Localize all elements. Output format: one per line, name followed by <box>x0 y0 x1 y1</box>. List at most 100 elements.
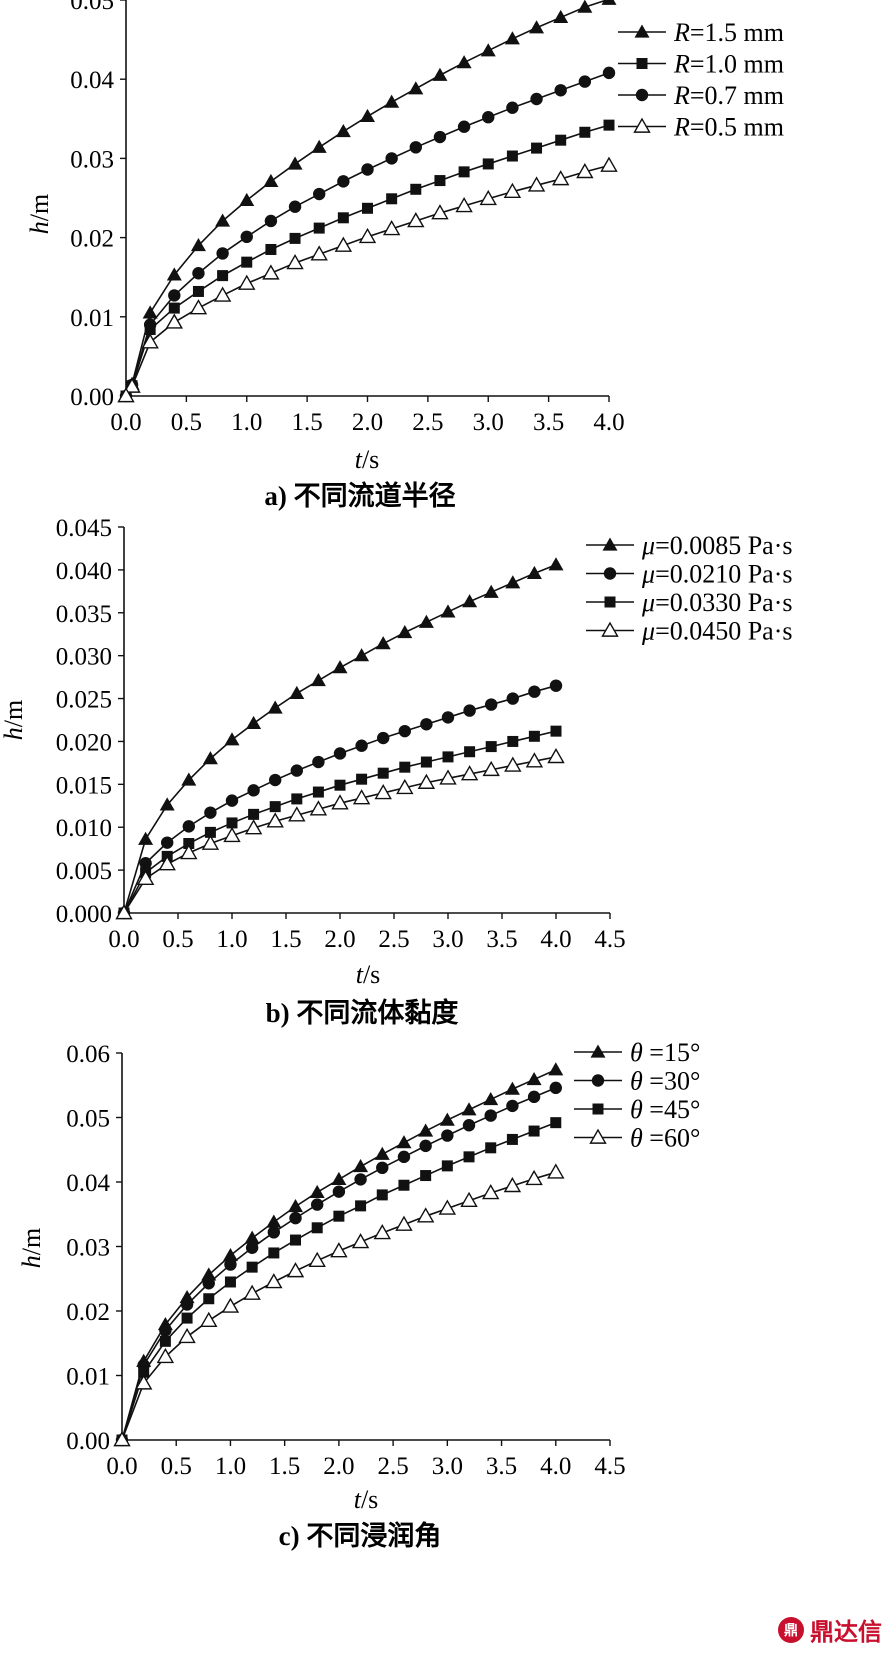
data-point <box>385 152 398 165</box>
y-axis-label: h/m <box>17 1228 46 1268</box>
data-point <box>141 333 159 349</box>
y-tick-label: 0.02 <box>66 1299 110 1326</box>
data-point <box>373 1224 391 1240</box>
series-4 <box>115 747 565 920</box>
legend-label: R=1.0 mm <box>673 50 784 79</box>
data-point <box>311 1222 323 1234</box>
data-point <box>334 779 346 791</box>
data-point <box>375 636 391 650</box>
data-point <box>485 698 498 711</box>
legend-marker-icon <box>635 88 649 102</box>
data-point <box>289 232 301 244</box>
y-tick-label: 0.000 <box>56 901 112 928</box>
data-point <box>506 150 518 162</box>
x-tick-label: 1.0 <box>231 409 262 436</box>
y-tick-label: 0.04 <box>66 1170 110 1197</box>
data-point <box>480 43 496 57</box>
data-point <box>525 1169 543 1186</box>
x-tick-label: 1.5 <box>269 1453 300 1480</box>
data-point <box>246 715 262 730</box>
data-point <box>550 725 562 737</box>
data-point <box>416 1207 435 1223</box>
series-line <box>123 563 557 914</box>
data-point <box>331 794 349 810</box>
data-point <box>180 844 198 860</box>
data-point <box>310 673 326 687</box>
x-tick-label: 4.0 <box>540 1453 571 1480</box>
data-point <box>165 313 184 329</box>
data-point <box>482 158 494 170</box>
y-tick-label: 0.030 <box>56 644 112 671</box>
x-tick-label: 4.5 <box>594 926 625 953</box>
data-point <box>245 1241 259 1254</box>
data-point <box>139 857 152 870</box>
data-point <box>485 1142 497 1154</box>
legend-entry-3: θ =45° <box>574 1095 700 1124</box>
y-tick-label: 0.05 <box>70 0 114 15</box>
legend-var: R <box>673 18 690 47</box>
y-tick-label: 0.035 <box>56 601 112 628</box>
data-point <box>246 1261 258 1273</box>
data-point <box>602 66 616 80</box>
legend-label: μ=0.0085 Pa·s <box>641 531 793 560</box>
y-axis-var: h <box>25 221 54 234</box>
data-point <box>384 94 400 108</box>
data-point <box>266 812 284 828</box>
data-point <box>577 0 593 13</box>
data-point <box>166 267 182 281</box>
series-line <box>121 1087 557 1441</box>
data-point <box>431 204 449 220</box>
chart-caption: a) 不同流道半径 <box>264 480 455 511</box>
series-line <box>125 72 610 397</box>
data-point <box>288 200 302 213</box>
y-axis-label: h/m <box>0 700 28 740</box>
data-point <box>334 236 353 252</box>
legend-entry-3: μ=0.0330 Pa·s <box>586 588 793 617</box>
x-tick-label: 2.5 <box>378 926 409 953</box>
legend-label: μ=0.0450 Pa·s <box>641 617 793 646</box>
x-tick-label: 1.5 <box>270 926 301 953</box>
data-point <box>264 214 278 228</box>
data-point <box>603 119 615 131</box>
y-axis-unit: /m <box>25 194 54 221</box>
data-point <box>178 1327 196 1344</box>
data-point <box>527 176 546 192</box>
data-point <box>579 126 591 138</box>
x-tick-label: 2.0 <box>323 1453 354 1480</box>
series-2 <box>115 1081 562 1447</box>
data-point <box>330 1242 348 1258</box>
legend-rest: =15° <box>643 1038 701 1067</box>
data-point <box>386 193 398 205</box>
x-tick-label: 2.5 <box>377 1453 408 1480</box>
y-tick-label: 0.045 <box>56 515 112 542</box>
data-point <box>266 1214 282 1228</box>
watermark: 鼎 鼎达信 <box>778 1612 882 1647</box>
data-point <box>201 834 220 850</box>
data-point <box>113 1431 131 1447</box>
legend-rest: =0.0330 Pa·s <box>655 588 792 617</box>
data-point <box>134 1374 153 1390</box>
data-point <box>398 1179 410 1191</box>
data-point <box>156 1347 175 1364</box>
data-point <box>224 1258 237 1271</box>
data-point <box>215 213 231 227</box>
data-point <box>504 756 522 772</box>
x-tick-label: 3.0 <box>473 409 504 436</box>
x-tick-label: 0.5 <box>171 409 202 436</box>
data-point <box>361 163 374 176</box>
legend-rest: =0.0210 Pa·s <box>655 560 792 589</box>
data-point <box>578 75 592 88</box>
legend-rest: =0.5 mm <box>690 113 784 142</box>
legend-marker-icon <box>604 596 616 608</box>
data-point <box>286 1262 305 1278</box>
data-point <box>547 1163 565 1179</box>
data-point <box>398 724 411 738</box>
series-1 <box>118 0 617 402</box>
data-point <box>115 904 133 920</box>
data-point <box>201 1267 217 1281</box>
data-point <box>159 1335 171 1347</box>
data-point <box>456 55 472 69</box>
chart-b: 0.0 0.5 1.0 1.5 2.0 2.5 3.0 3.5 4.0 4.5 0.000 0.005… <box>0 515 793 1028</box>
data-point <box>309 800 328 816</box>
x-axis-unit: /s <box>361 1485 378 1514</box>
